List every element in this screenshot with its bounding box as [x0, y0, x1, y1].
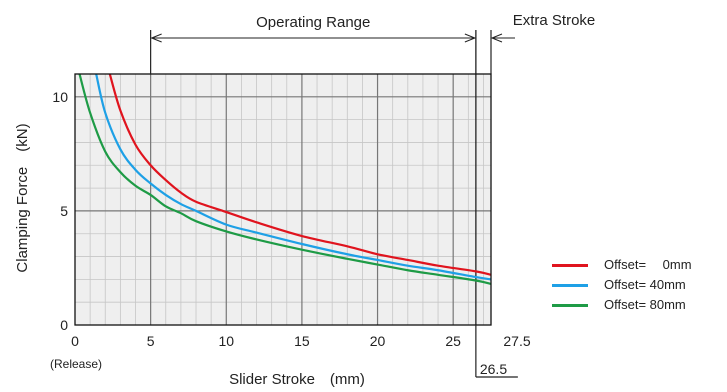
legend-item: Offset= 40mm: [552, 275, 722, 295]
extra-stroke-label: Extra Stroke: [513, 12, 596, 29]
legend-item: Offset= 0mm: [552, 255, 722, 275]
operating-range-arrowhead-right: [464, 33, 477, 43]
extra-stroke-arrowhead: [490, 33, 503, 43]
legend-label: Offset= 80mm: [604, 297, 686, 312]
x-tick-label: 25: [445, 333, 461, 349]
operating-range-arrowhead-left: [150, 33, 162, 43]
right-edge-label: 27.5: [503, 333, 530, 349]
legend-label: Offset= 0mm: [604, 257, 692, 272]
legend-swatch: [552, 284, 588, 287]
y-tick-label: 0: [60, 317, 68, 333]
end-marker-label: 26.5: [480, 361, 507, 377]
series-line-2: [78, 74, 491, 285]
annotations: (Release) 27.5 26.5 Operating Range Extra St…: [50, 12, 596, 378]
series-line-1: [95, 74, 491, 281]
legend-swatch: [552, 304, 588, 307]
operating-range-label: Operating Range: [256, 14, 370, 31]
plot-frame: [74, 73, 492, 326]
x-axis-label: Slider Stroke (mm): [229, 371, 365, 388]
x-tick-label: 5: [147, 333, 155, 349]
x-tick-label: 15: [294, 333, 310, 349]
x-tick-label: 20: [370, 333, 386, 349]
x-tick-labels: 0 5 10 15 20 25: [71, 333, 461, 349]
x-tick-label: 0: [71, 333, 79, 349]
legend-label: Offset= 40mm: [604, 277, 686, 292]
x-tick-label: 10: [218, 333, 234, 349]
y-tick-label: 5: [60, 203, 68, 219]
y-tick-labels: 0 5 10: [52, 89, 68, 333]
series-line-0: [108, 74, 491, 276]
series-layer: [78, 74, 491, 285]
legend-item: Offset= 80mm: [552, 295, 722, 315]
legend: Offset= 0mm Offset= 40mm Offset= 80mm: [552, 255, 722, 315]
legend-swatch: [552, 264, 588, 267]
y-tick-label: 10: [52, 89, 68, 105]
y-axis-label: Clamping Force (kN): [14, 123, 31, 272]
plot-background: [75, 74, 491, 325]
release-label: (Release): [50, 357, 102, 371]
major-gridlines: [75, 30, 491, 325]
